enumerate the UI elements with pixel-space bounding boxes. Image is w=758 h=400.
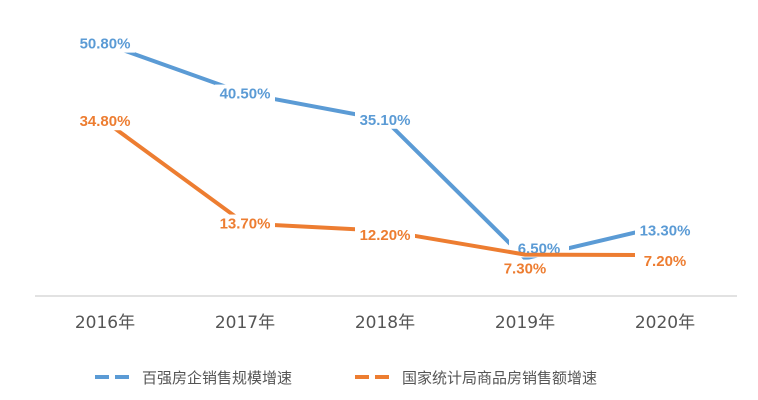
data-label-bg bbox=[355, 110, 415, 129]
data-label: 7.30% bbox=[504, 261, 547, 278]
data-label: 34.80% bbox=[80, 113, 131, 130]
data-label: 50.80% bbox=[80, 36, 131, 53]
data-label: 35.10% bbox=[360, 112, 411, 129]
data-label-bg bbox=[635, 221, 695, 240]
data-label-bg bbox=[495, 259, 555, 278]
x-tick-label: 2020年 bbox=[635, 313, 695, 333]
data-label: 7.20% bbox=[644, 253, 687, 270]
x-tick-label: 2019年 bbox=[495, 313, 555, 333]
data-label-bg bbox=[75, 112, 135, 131]
data-label-bg bbox=[215, 214, 275, 233]
data-label: 40.50% bbox=[220, 86, 271, 103]
data-label-bg bbox=[75, 34, 135, 53]
legend-label: 百强房企销售规模增速 bbox=[142, 369, 292, 387]
data-label-bg bbox=[215, 84, 275, 103]
x-tick-label: 2016年 bbox=[75, 313, 135, 333]
data-label: 13.70% bbox=[220, 216, 271, 233]
legend-label: 国家统计局商品房销售额增速 bbox=[402, 369, 597, 387]
data-label-bg bbox=[635, 252, 695, 271]
data-label: 13.30% bbox=[640, 222, 691, 239]
x-tick-label: 2018年 bbox=[355, 313, 415, 333]
data-label-bg bbox=[355, 225, 415, 244]
x-tick-label: 2017年 bbox=[215, 313, 275, 333]
data-label: 12.20% bbox=[360, 227, 411, 244]
